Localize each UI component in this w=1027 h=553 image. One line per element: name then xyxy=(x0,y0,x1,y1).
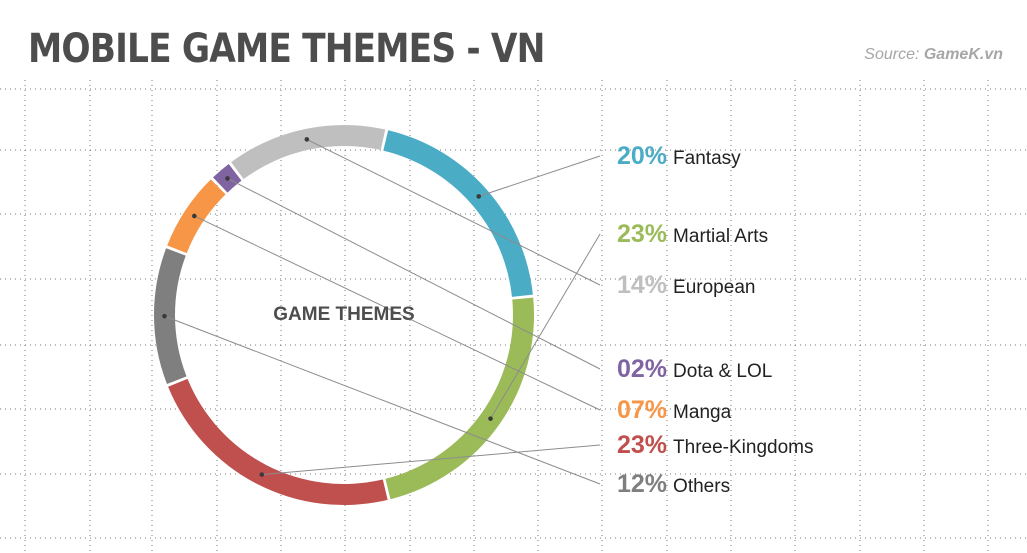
legend-entry: 02% Dota & LOL xyxy=(617,355,772,383)
leader-line xyxy=(227,177,601,370)
leader-dot xyxy=(162,313,167,319)
donut-segment-three-kingdoms xyxy=(168,378,388,506)
leader-lines xyxy=(162,137,601,485)
legend-percent: 20% xyxy=(617,142,667,170)
legend-percent: 02% xyxy=(617,355,667,383)
donut-segment-others xyxy=(154,248,187,385)
leader-dot xyxy=(488,416,493,421)
center-label: GAME THEMES xyxy=(273,304,414,325)
source-credit: Source: GameK.vn xyxy=(864,46,1003,64)
leader-dot xyxy=(225,176,230,181)
legend-entry: 23% Martial Arts xyxy=(617,220,768,248)
donut-segment-european xyxy=(231,125,386,180)
leader-line xyxy=(478,155,601,197)
legend-percent: 14% xyxy=(617,271,667,299)
chart-title: MOBILE GAME THEMES - VN xyxy=(28,26,545,72)
leader-line xyxy=(261,444,601,476)
legend-entry: 23% Three-Kingdoms xyxy=(617,431,814,459)
legend-label: Three-Kingdoms xyxy=(673,437,813,458)
leader-dot xyxy=(304,137,310,142)
donut-segment-martial-arts xyxy=(385,297,534,500)
leader-dot xyxy=(192,213,197,219)
legend-label: Manga xyxy=(673,402,732,423)
legend-entry: 20% Fantasy xyxy=(617,142,741,170)
legend-label: European xyxy=(673,277,755,298)
source-prefix: Source: xyxy=(864,46,924,63)
legend-percent: 12% xyxy=(617,470,667,498)
legend-entry: 12% Others xyxy=(617,470,730,498)
donut-segment-fantasy xyxy=(383,130,533,297)
leader-dot xyxy=(476,194,482,199)
leader-line xyxy=(164,315,601,485)
legend-entry: 07% Manga xyxy=(617,396,732,424)
leader-dot xyxy=(259,472,265,477)
legend-label: Dota & LOL xyxy=(673,361,772,382)
legend-label: Martial Arts xyxy=(673,226,768,247)
legend-label: Others xyxy=(673,476,730,497)
legend: 20% Fantasy 23% Martial Arts 14% European 02% D… xyxy=(617,142,814,498)
legend-entry: 14% European xyxy=(617,271,755,299)
legend-percent: 23% xyxy=(617,431,667,459)
legend-label: Fantasy xyxy=(673,148,741,169)
donut-segments xyxy=(154,125,534,506)
legend-percent: 07% xyxy=(617,396,667,424)
leader-line xyxy=(490,233,601,419)
source-name: GameK.vn xyxy=(923,46,1003,63)
leader-line xyxy=(306,138,601,286)
legend-percent: 23% xyxy=(617,220,667,248)
leader-line xyxy=(194,215,601,411)
